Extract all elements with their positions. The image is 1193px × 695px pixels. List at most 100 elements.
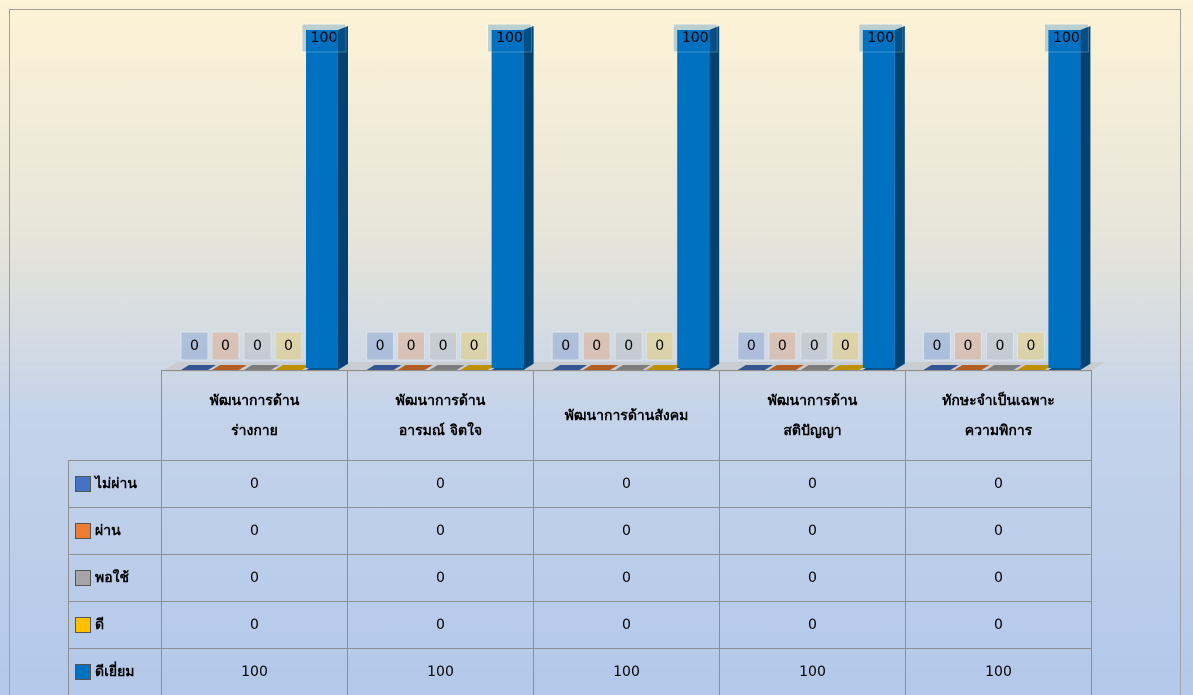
data-label: 0 [747, 338, 756, 354]
table-value: 0 [719, 460, 906, 508]
table-value: 0 [161, 460, 348, 508]
bar-base [986, 365, 1022, 370]
data-label: 0 [407, 338, 416, 354]
series-row: ไม่ผ่าน 0 0 0 0 0 [68, 460, 1092, 508]
bar-base [646, 365, 682, 370]
data-label: 100 [682, 30, 709, 46]
corner-cell [68, 370, 162, 461]
data-label-box [301, 23, 347, 53]
data-label-box [858, 23, 904, 53]
data-label-box [953, 331, 982, 361]
table-value: 0 [905, 460, 1092, 508]
bar [306, 30, 338, 368]
data-label-box [768, 331, 797, 361]
category-label: พัฒนาการด้านสังคม [533, 370, 720, 461]
table-value: 0 [719, 507, 906, 555]
category-label: พัฒนาการด้าน อารมณ์ จิตใจ [347, 370, 534, 461]
data-label-box [922, 331, 951, 361]
table-value: 0 [719, 554, 906, 602]
data-label-box [397, 331, 426, 361]
table-value: 100 [719, 648, 906, 695]
bar [491, 30, 524, 368]
table-value: 0 [905, 507, 1092, 555]
data-label: 0 [470, 338, 479, 354]
category-label: พัฒนาการด้าน สติปัญญา [719, 370, 906, 461]
series-label-cell: ดี [68, 601, 162, 649]
bar-base [429, 365, 465, 370]
series-label-cell: ผ่าน [68, 507, 162, 555]
bar-base [800, 365, 836, 370]
data-label-box [645, 331, 674, 361]
table-value: 0 [347, 507, 534, 555]
bar-base [366, 365, 402, 370]
table-value: 0 [347, 554, 534, 602]
data-label: 100 [311, 30, 338, 46]
legend-label: ดี [95, 617, 105, 633]
table-value: 100 [347, 648, 534, 695]
data-label: 100 [1053, 30, 1080, 46]
table-value: 100 [905, 648, 1092, 695]
legend-swatch [75, 617, 91, 633]
data-label: 0 [655, 338, 664, 354]
series-row: ดี 0 0 0 0 0 [68, 601, 1092, 649]
data-label-box [243, 331, 272, 361]
bar-base [397, 365, 433, 370]
data-label: 0 [810, 338, 819, 354]
data-label-box [985, 331, 1014, 361]
legend-label: ไม่ผ่าน [95, 476, 137, 492]
data-label-box [180, 331, 209, 361]
bar-base [460, 365, 496, 370]
data-label: 0 [624, 338, 633, 354]
bar-base [275, 365, 310, 370]
bar [862, 30, 895, 368]
table-value: 0 [533, 601, 720, 649]
legend-swatch [75, 570, 91, 586]
bar-base [737, 365, 773, 370]
chart-border [9, 9, 1181, 695]
bar-base [583, 365, 619, 370]
data-label-box [366, 331, 395, 361]
bar-base [615, 365, 651, 370]
data-label: 100 [496, 30, 523, 46]
category-label: พัฒนาการด้าน ร่างกาย [161, 370, 348, 461]
data-label: 100 [867, 30, 894, 46]
data-label: 0 [995, 338, 1004, 354]
data-label: 0 [439, 338, 448, 354]
data-table: พัฒนาการด้าน ร่างกาย พัฒนาการด้าน อารมณ์ … [68, 370, 1092, 695]
table-value: 100 [533, 648, 720, 695]
bar-base [831, 365, 867, 370]
data-label: 0 [376, 338, 385, 354]
series-row: ดีเยี่ยม 100 100 100 100 100 [68, 648, 1092, 695]
bar-base [181, 365, 216, 370]
bar-base [1017, 365, 1053, 370]
data-label-box [429, 331, 458, 361]
data-label-box [582, 331, 611, 361]
table-value: 0 [533, 554, 720, 602]
data-label: 0 [778, 338, 787, 354]
table-value: 0 [161, 507, 348, 555]
data-label-box [831, 331, 860, 361]
data-label: 0 [592, 338, 601, 354]
bar-base [954, 365, 990, 370]
data-label: 0 [841, 338, 850, 354]
bar [677, 30, 710, 368]
data-label: 0 [284, 338, 293, 354]
series-row: ผ่าน 0 0 0 0 0 [68, 507, 1092, 555]
bar-base [768, 365, 804, 370]
data-label-box [487, 23, 533, 53]
data-label-box [551, 331, 580, 361]
series-label-cell: ดีเยี่ยม [68, 648, 162, 695]
legend-label: พอใช้ [95, 570, 129, 586]
data-label: 0 [190, 338, 199, 354]
table-value: 0 [347, 601, 534, 649]
category-label: ทักษะจำเป็นเฉพาะ ความพิการ [905, 370, 1092, 461]
bar-side [709, 26, 720, 368]
table-value: 0 [161, 601, 348, 649]
legend-label: ผ่าน [95, 523, 121, 539]
data-label-box [1043, 23, 1089, 53]
bar-side [1080, 26, 1091, 368]
legend-swatch [75, 476, 91, 492]
table-value: 0 [161, 554, 348, 602]
